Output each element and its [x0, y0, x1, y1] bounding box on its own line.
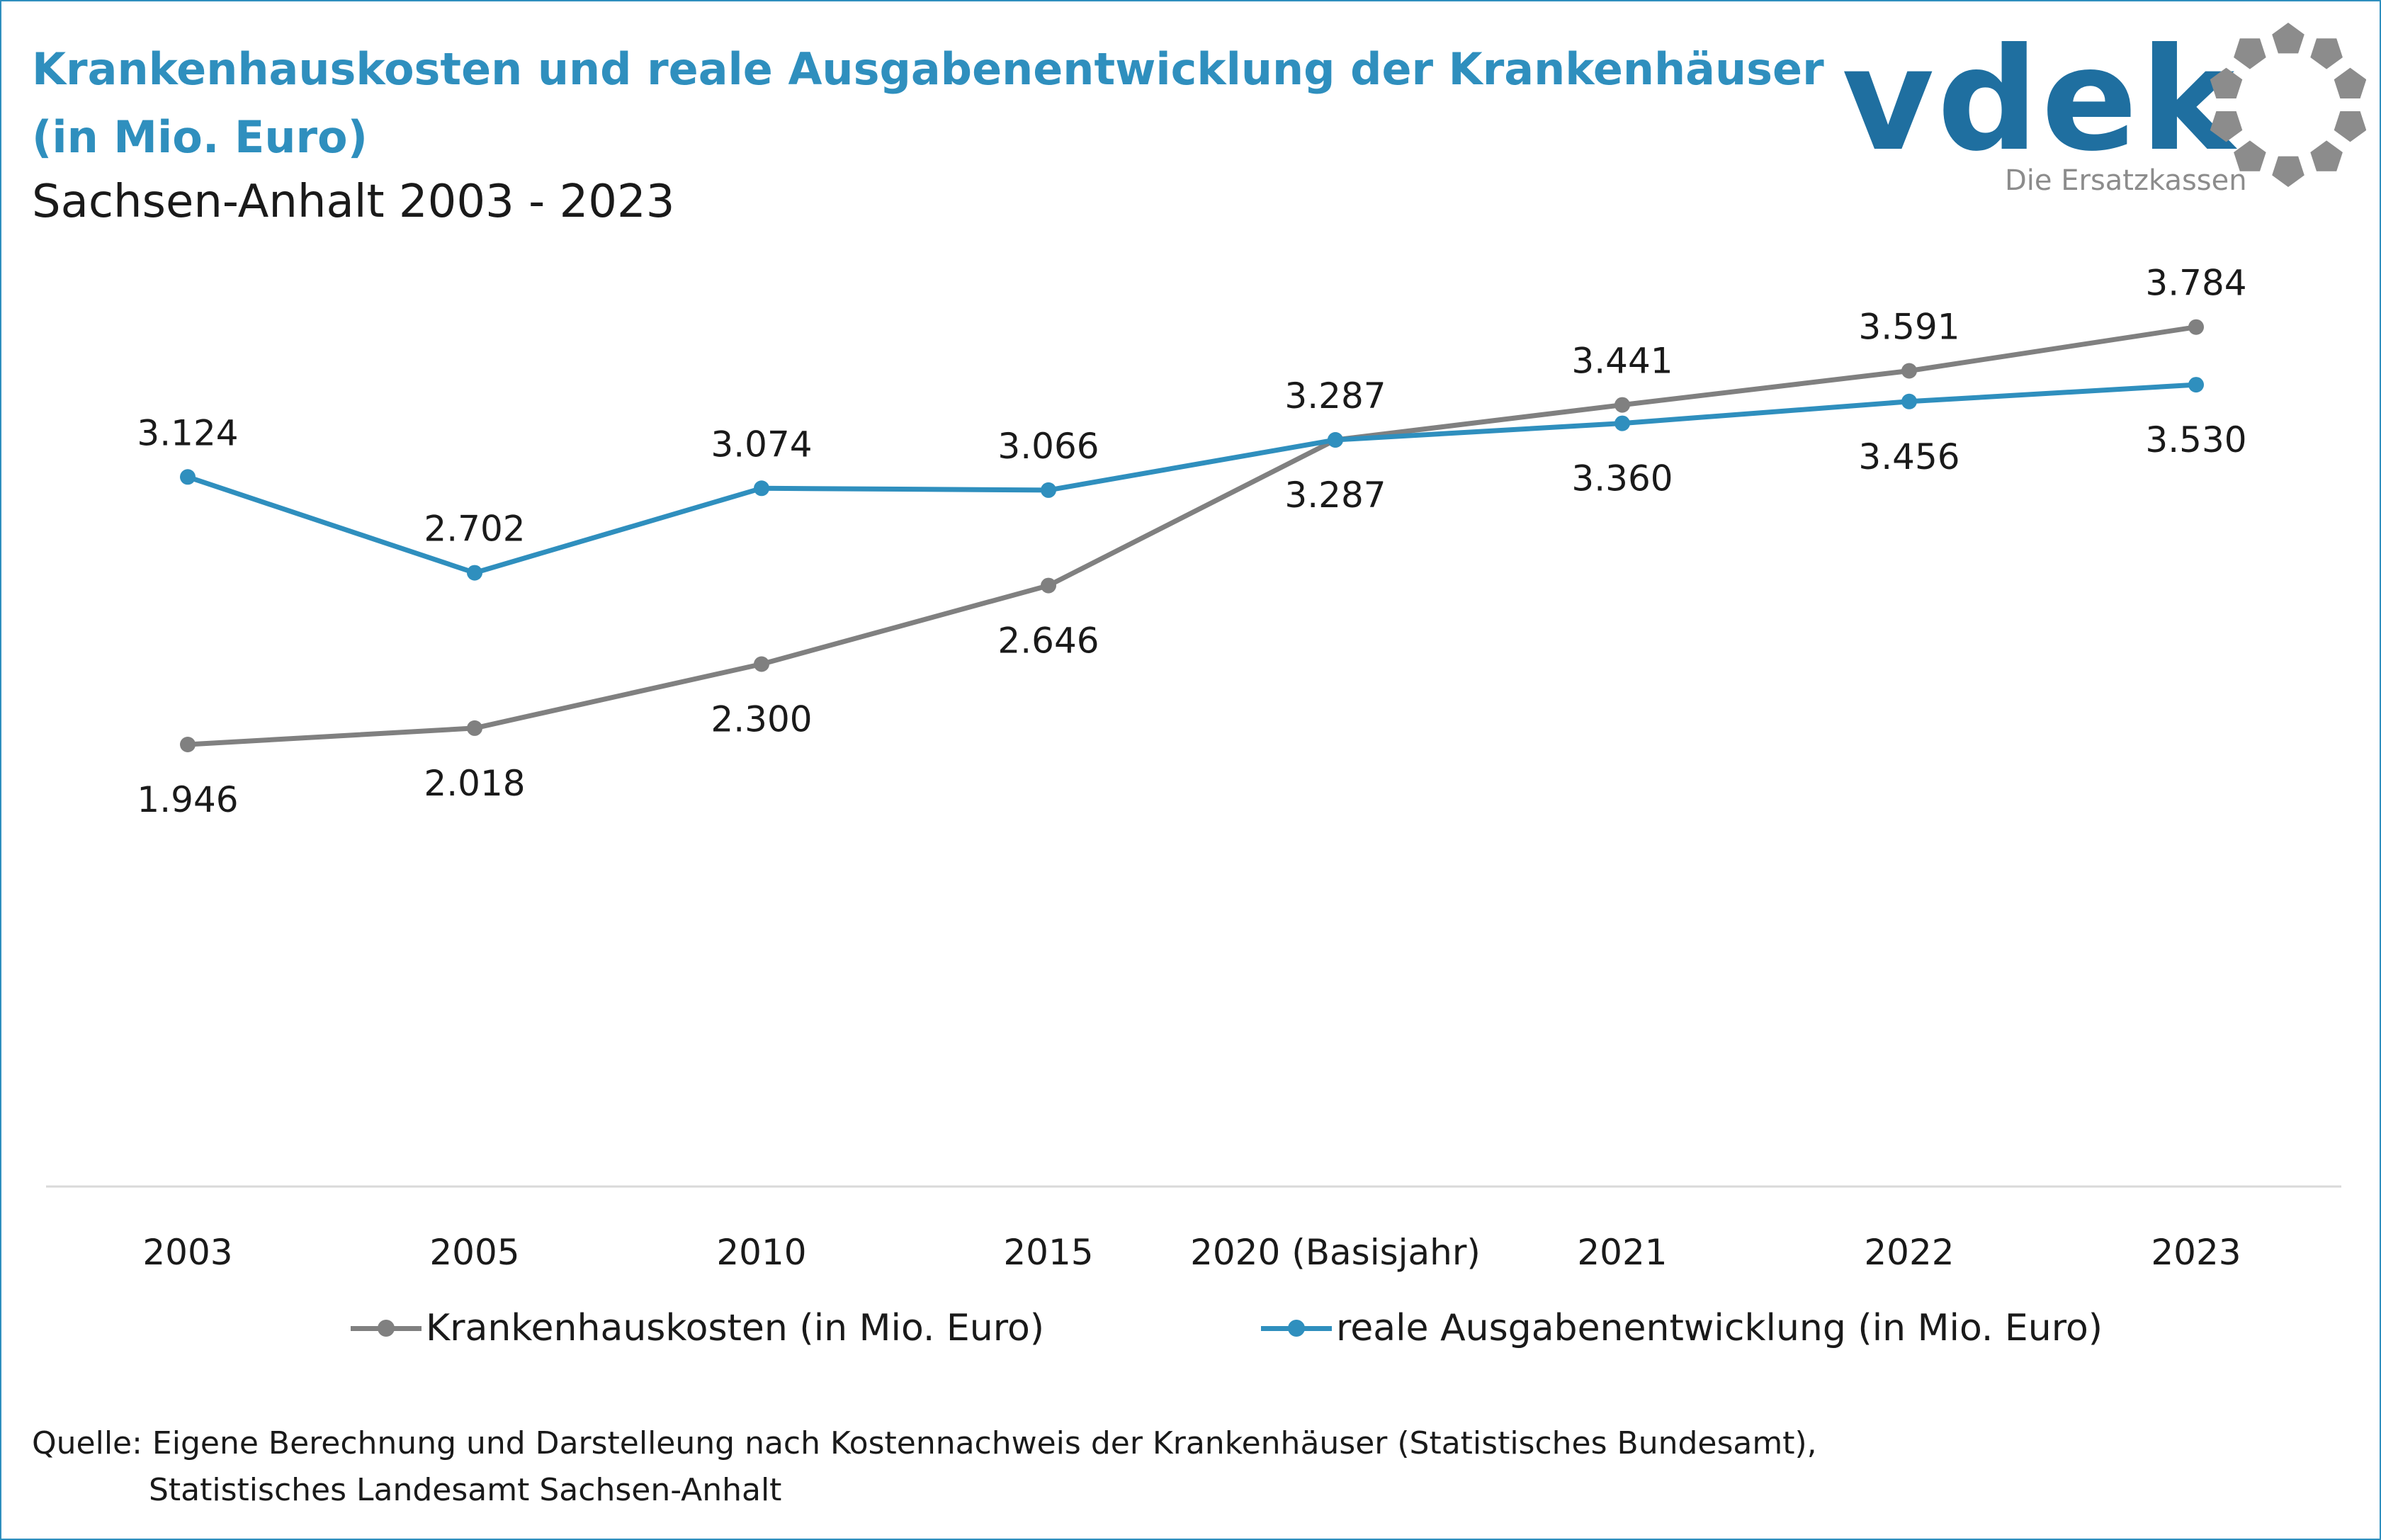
data-point	[1614, 397, 1630, 413]
data-label: 2.702	[424, 509, 525, 550]
x-tick-label: 2005	[429, 1232, 519, 1273]
logo-ring-segment	[2210, 67, 2243, 98]
data-point	[1041, 482, 1056, 498]
x-tick-label: 2003	[142, 1232, 232, 1273]
x-tick-labels: 2003 2005 2010 2015 2020 (Basisjahr) 2021 2022…	[142, 1232, 2241, 1273]
data-point	[467, 565, 482, 581]
data-point	[1901, 363, 1917, 379]
logo-ring-segment	[2334, 111, 2366, 142]
source-line2: Statistisches Landesamt Sachsen-Anhalt	[149, 1472, 782, 1508]
chart-title-line1: Krankenhauskosten und reale Ausgabenentw…	[32, 43, 1824, 95]
logo-ring-segment	[2272, 156, 2304, 187]
data-label: 3.124	[137, 412, 238, 453]
data-point	[2188, 319, 2204, 335]
logo-ring-segment	[2334, 67, 2366, 98]
vdek-wordmark: vdek	[1842, 18, 2237, 183]
series-line-1	[186, 382, 2197, 576]
source-line1: Quelle: Eigene Berechnung und Darstelleu…	[32, 1425, 1817, 1461]
legend-item-krankenhauskosten: Krankenhauskosten (in Mio. Euro)	[351, 1296, 1044, 1360]
data-labels: 1.946 2.018 2.300 2.646 3.287 3.441 3.591 3.784…	[137, 263, 2246, 820]
vdek-tagline: Die Ersatzkassen	[2005, 164, 2247, 197]
data-label: 3.530	[2145, 419, 2246, 460]
data-point	[180, 737, 196, 752]
legend-label: reale Ausgabenentwicklung (in Mio. Euro)	[1336, 1307, 2103, 1349]
x-tick-label: 2015	[1003, 1232, 1093, 1273]
logo-ring-segment	[2310, 140, 2343, 171]
data-label: 3.456	[1858, 436, 1959, 477]
source-note: Quelle: Eigene Berechnung und Darstelleu…	[32, 1420, 1817, 1514]
legend-swatch-grey	[351, 1314, 422, 1342]
chart-subtitle: Sachsen-Anhalt 2003 - 2023	[32, 176, 675, 228]
logo-ring-segment	[2234, 140, 2266, 171]
series-points	[180, 319, 2204, 752]
x-tick-label: 2022	[1864, 1232, 1954, 1273]
data-point	[180, 469, 196, 485]
chart-title: Krankenhauskosten und reale Ausgabenentw…	[32, 35, 1824, 171]
data-point	[754, 656, 769, 672]
data-label: 3.287	[1284, 475, 1386, 516]
legend: Krankenhauskosten (in Mio. Euro) reale A…	[0, 1296, 2381, 1360]
legend-label: Krankenhauskosten (in Mio. Euro)	[426, 1307, 1045, 1349]
data-label: 3.784	[2145, 263, 2246, 304]
data-point	[1614, 415, 1630, 431]
data-label: 3.360	[1571, 458, 1673, 499]
data-label: 1.946	[137, 779, 238, 820]
legend-swatch-blue	[1261, 1314, 1332, 1342]
data-label: 3.591	[1858, 307, 1959, 348]
logo-ring-segment	[2234, 38, 2266, 69]
vdek-logo: vdek Die Ersatzkassen	[1842, 18, 2366, 197]
data-label: 3.074	[711, 424, 812, 465]
x-tick-label: 2020 (Basisjahr)	[1190, 1232, 1481, 1273]
data-point	[1328, 432, 1343, 448]
data-label: 2.300	[711, 699, 812, 740]
x-tick-label: 2010	[716, 1232, 806, 1273]
data-point	[1041, 577, 1056, 594]
data-label: 2.018	[424, 763, 525, 804]
data-label: 3.287	[1284, 375, 1386, 417]
legend-item-reale-ausgaben: reale Ausgabenentwicklung (in Mio. Euro)	[1261, 1296, 2103, 1360]
logo-ring-segment	[2310, 38, 2343, 69]
vdek-ring-icon	[2210, 23, 2366, 187]
logo-ring-segment	[2272, 23, 2304, 54]
x-tick-label: 2021	[1577, 1232, 1667, 1273]
data-point	[754, 480, 769, 497]
data-point	[1901, 393, 1917, 409]
data-point	[467, 720, 482, 736]
data-label: 3.441	[1571, 341, 1673, 382]
data-label: 3.066	[997, 426, 1099, 467]
data-point	[2188, 377, 2204, 393]
data-label: 2.646	[997, 621, 1099, 662]
logo-ring-segment	[2210, 111, 2243, 142]
series-line-0	[187, 324, 2197, 747]
chart-title-line2: (in Mio. Euro)	[32, 111, 368, 163]
x-tick-label: 2023	[2151, 1232, 2241, 1273]
series-lines	[186, 324, 2197, 747]
